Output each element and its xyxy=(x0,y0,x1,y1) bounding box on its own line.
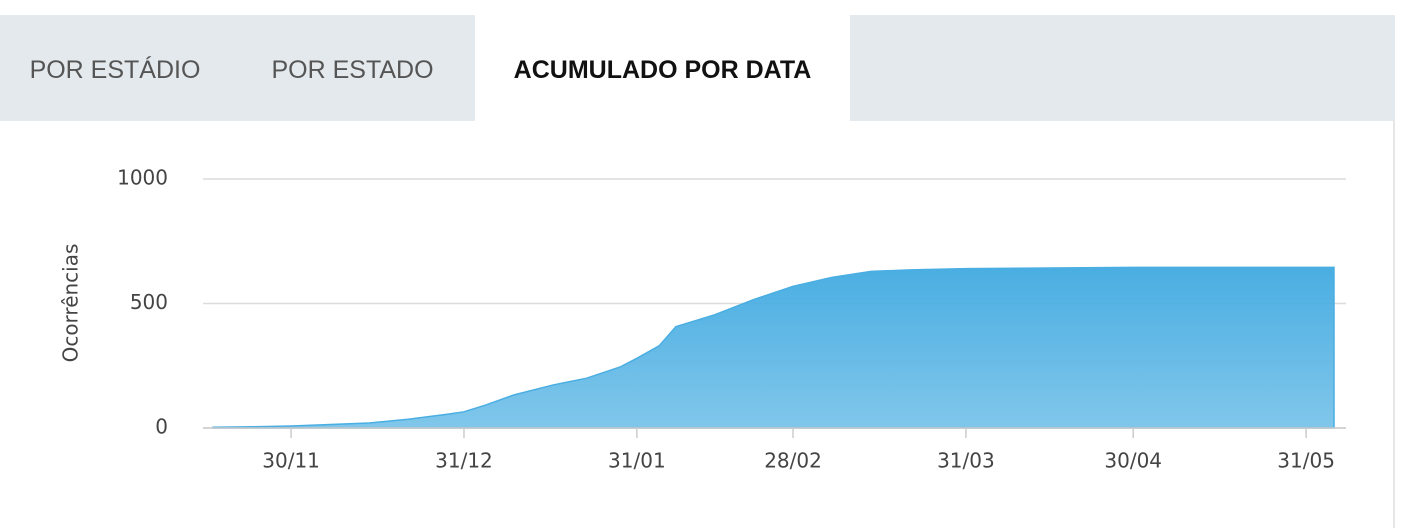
x-tick-label: 30/04 xyxy=(1104,449,1162,473)
x-tick-label: 31/12 xyxy=(435,449,493,473)
y-tick-label: 0 xyxy=(155,415,168,439)
x-tick-label: 31/05 xyxy=(1277,449,1335,473)
x-tick-label: 30/11 xyxy=(262,449,320,473)
tab[interactable]: POR ESTADO xyxy=(271,56,434,84)
tab[interactable]: POR ESTÁDIO xyxy=(29,56,201,84)
panel xyxy=(0,121,1395,528)
x-tick-label: 31/03 xyxy=(937,449,995,473)
y-tick-label: 1000 xyxy=(117,166,168,190)
y-tick-label: 500 xyxy=(130,290,168,314)
area xyxy=(212,266,1335,429)
y-axis-label: Ocorrências xyxy=(59,244,83,363)
tab-active[interactable]: ACUMULADO POR DATA xyxy=(475,15,850,121)
x-tick-label: 28/02 xyxy=(764,449,822,473)
x-tick-label: 31/01 xyxy=(608,449,666,473)
